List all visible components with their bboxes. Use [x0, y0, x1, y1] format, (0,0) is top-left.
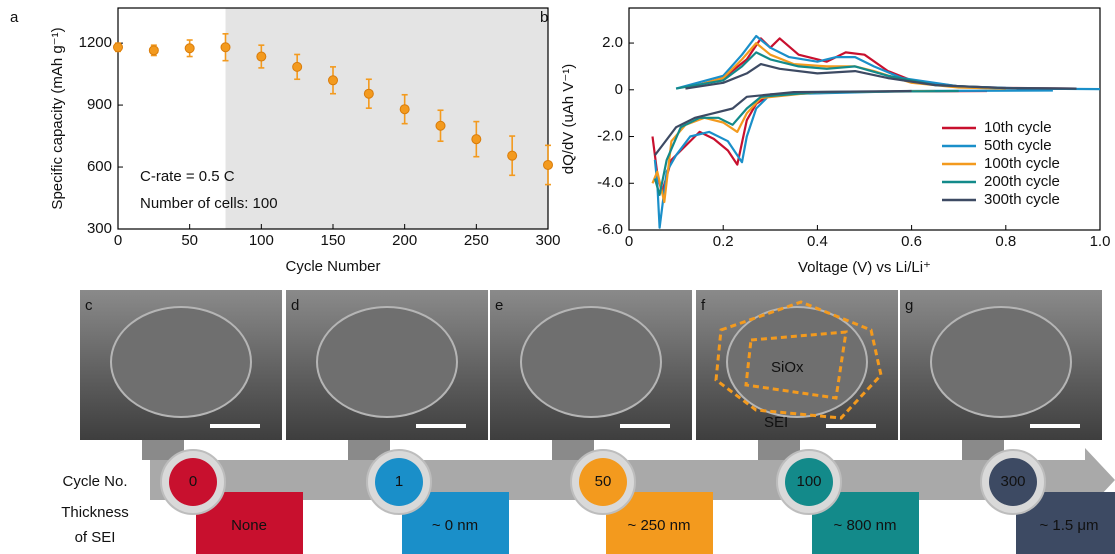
siox-label: SiOx	[771, 359, 804, 376]
x-tick-label: 0	[625, 233, 633, 250]
x-tick-label: 0.6	[901, 233, 922, 250]
x-axis-label: Cycle Number	[285, 258, 380, 275]
thickness-label: ~ 250 nm	[628, 517, 691, 534]
x-tick-label: 100	[249, 232, 274, 249]
data-point	[400, 105, 409, 114]
data-point	[114, 43, 123, 52]
y-axis-label: dQ/dV (uAh V⁻¹)	[560, 64, 577, 174]
y-tick-label: 300	[87, 220, 112, 237]
cycle-label: 1	[395, 473, 403, 490]
x-tick-label: 0.8	[995, 233, 1016, 250]
x-tick-label: 150	[320, 232, 345, 249]
panel-label: a	[10, 9, 19, 26]
row-label: of SEI	[75, 529, 116, 546]
y-tick-label: -6.0	[597, 221, 623, 238]
legend-label: 300th cycle	[984, 191, 1060, 208]
data-point	[257, 52, 266, 61]
cycle-label: 50	[595, 473, 612, 490]
particle	[317, 307, 457, 417]
y-axis-label: Specific capacity (mAh g⁻¹)	[49, 27, 66, 209]
thickness-label: ~ 0 nm	[432, 517, 478, 534]
cycle-label: 300	[1000, 473, 1025, 490]
legend-label: 50th cycle	[984, 137, 1052, 154]
x-tick-label: 200	[392, 232, 417, 249]
panel-label: c	[85, 297, 93, 314]
data-point	[436, 121, 445, 130]
data-point	[544, 160, 553, 169]
panel-label: g	[905, 297, 913, 314]
legend-label: 200th cycle	[984, 173, 1060, 190]
y-tick-label: 1200	[79, 34, 112, 51]
y-tick-label: -4.0	[597, 174, 623, 191]
data-point	[329, 76, 338, 85]
thickness-label: ~ 800 nm	[834, 517, 897, 534]
y-tick-label: 900	[87, 96, 112, 113]
x-tick-label: 1.0	[1090, 233, 1111, 250]
particle	[111, 307, 251, 417]
particle	[931, 307, 1071, 417]
cycle-label: 0	[189, 473, 197, 490]
thickness-label: None	[231, 517, 267, 534]
legend-label: 10th cycle	[984, 119, 1052, 136]
panel-label: b	[540, 9, 548, 26]
panel-label: d	[291, 297, 299, 314]
thickness-label: ~ 1.5 μm	[1039, 517, 1098, 534]
y-tick-label: 2.0	[602, 34, 623, 51]
data-point	[293, 62, 302, 71]
figure: a0501001502002503003006009001200Cycle Nu…	[0, 0, 1115, 554]
annotation: Number of cells: 100	[140, 195, 278, 212]
y-tick-label: 600	[87, 158, 112, 175]
x-tick-label: 300	[535, 232, 560, 249]
data-point	[508, 151, 517, 160]
row-label: Thickness	[61, 504, 129, 521]
x-tick-label: 0.4	[807, 233, 828, 250]
x-axis-label: Voltage (V) vs Li/Li⁺	[798, 259, 931, 276]
particle	[521, 307, 661, 417]
data-point	[364, 89, 373, 98]
data-point	[149, 46, 158, 55]
data-point	[185, 44, 194, 53]
x-tick-label: 0	[114, 232, 122, 249]
y-tick-label: -2.0	[597, 127, 623, 144]
legend-label: 100th cycle	[984, 155, 1060, 172]
sei-label: SEI	[764, 414, 788, 431]
panel-label: e	[495, 297, 503, 314]
x-tick-label: 50	[181, 232, 198, 249]
row-label: Cycle No.	[62, 473, 127, 490]
cycle-label: 100	[796, 473, 821, 490]
data-point	[221, 43, 230, 52]
y-tick-label: 0	[615, 81, 623, 98]
annotation: C-rate = 0.5 C	[140, 168, 235, 185]
x-tick-label: 250	[464, 232, 489, 249]
data-point	[472, 135, 481, 144]
x-tick-label: 0.2	[713, 233, 734, 250]
